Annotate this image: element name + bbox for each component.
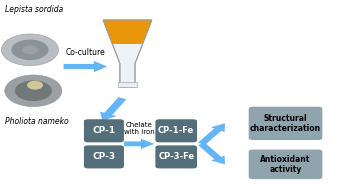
Polygon shape bbox=[118, 82, 137, 87]
Polygon shape bbox=[103, 20, 152, 44]
Text: Pholiota nameko: Pholiota nameko bbox=[5, 117, 68, 126]
Text: CP-1: CP-1 bbox=[92, 126, 116, 135]
FancyBboxPatch shape bbox=[155, 145, 197, 168]
Polygon shape bbox=[100, 97, 126, 121]
Circle shape bbox=[1, 34, 59, 66]
Polygon shape bbox=[103, 20, 152, 87]
Polygon shape bbox=[64, 61, 107, 72]
FancyBboxPatch shape bbox=[84, 145, 124, 168]
Text: Co-culture: Co-culture bbox=[65, 48, 105, 57]
Circle shape bbox=[12, 40, 48, 60]
Text: Structural
characterization: Structural characterization bbox=[250, 114, 321, 133]
FancyBboxPatch shape bbox=[155, 119, 197, 142]
Text: Lepista sordida: Lepista sordida bbox=[5, 5, 63, 14]
FancyBboxPatch shape bbox=[84, 119, 124, 142]
Polygon shape bbox=[198, 123, 225, 145]
Circle shape bbox=[27, 81, 43, 90]
Text: Antioxidant
activity: Antioxidant activity bbox=[260, 155, 311, 174]
Polygon shape bbox=[124, 139, 154, 149]
Text: CP-3-Fe: CP-3-Fe bbox=[158, 152, 194, 161]
FancyBboxPatch shape bbox=[249, 107, 322, 140]
Polygon shape bbox=[198, 143, 225, 164]
Text: Chelate
with iron: Chelate with iron bbox=[124, 122, 155, 135]
Circle shape bbox=[22, 45, 38, 54]
Text: CP-1-Fe: CP-1-Fe bbox=[158, 126, 194, 135]
Circle shape bbox=[15, 81, 52, 101]
Circle shape bbox=[5, 75, 62, 107]
Text: CP-3: CP-3 bbox=[92, 152, 116, 161]
FancyBboxPatch shape bbox=[249, 149, 322, 179]
